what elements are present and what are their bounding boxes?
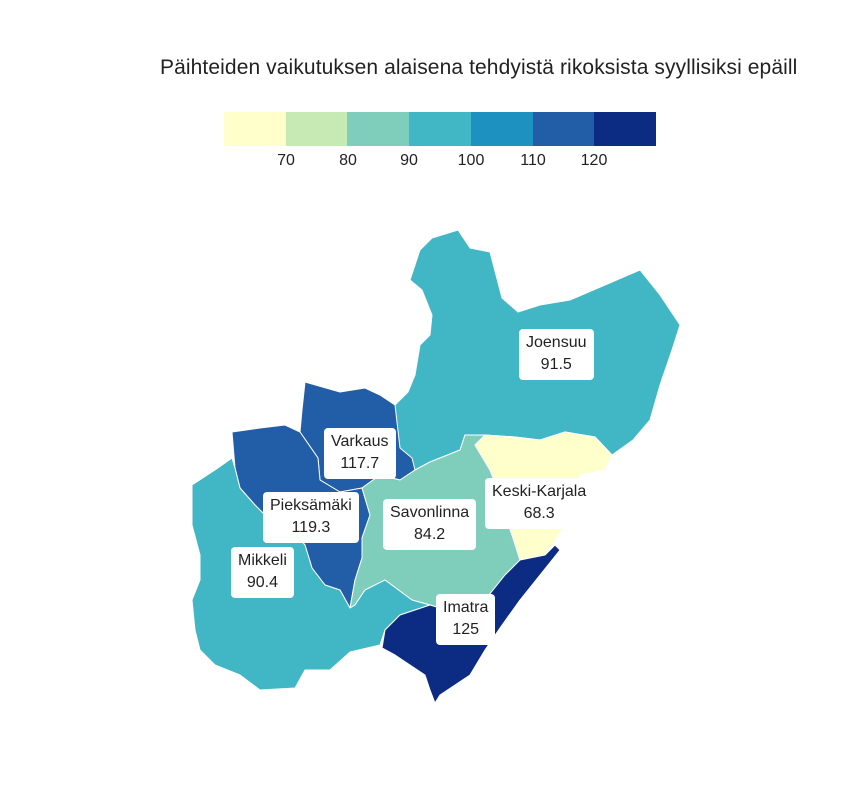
legend-tick: 70 (277, 152, 295, 169)
legend-tick: 120 (580, 152, 608, 169)
color-legend (224, 112, 657, 146)
region-name: Joensuu (526, 334, 587, 351)
region-label-joensuu: Joensuu 91.5 (519, 329, 594, 380)
legend-swatch (285, 112, 348, 146)
region-name: Pieksämäki (270, 497, 352, 514)
region-value: 117.7 (340, 455, 380, 472)
region-label-savonlinna: Savonlinna 84.2 (383, 499, 477, 550)
legend-swatch (470, 112, 533, 146)
region-name: Imatra (443, 599, 489, 616)
legend-tick: 110 (520, 152, 546, 169)
region-value: 90.4 (246, 574, 279, 591)
legend-tick: 90 (400, 152, 418, 169)
legend-tick-labels: 70 80 90 100 110 120 (0, 152, 864, 174)
legend-tick: 100 (457, 152, 485, 169)
region-name: Varkaus (331, 433, 389, 450)
region-label-pieksamaki: Pieksämäki 119.3 (263, 492, 359, 543)
region-name: Keski-Karjala (492, 483, 587, 500)
region-value: 91.5 (540, 356, 572, 373)
legend-swatch (594, 112, 657, 146)
legend-swatch (409, 112, 471, 146)
region-label-mikkeli: Mikkeli 90.4 (231, 547, 294, 598)
region-label-varkaus: Varkaus 117.7 (324, 428, 396, 479)
region-label-keski-karjala: Keski-Karjala 68.3 (485, 478, 594, 529)
region-value: 119.3 (291, 519, 331, 536)
legend-swatch (224, 112, 286, 146)
region-value: 68.3 (523, 505, 555, 522)
legend-swatch (347, 112, 410, 146)
region-value: 84.2 (414, 526, 446, 543)
map-title: Päihteiden vaikutuksen alaisena tehdyist… (160, 56, 798, 79)
region-name: Mikkeli (238, 552, 287, 569)
region-label-imatra: Imatra 125 (436, 594, 496, 645)
region-name: Savonlinna (390, 504, 470, 521)
legend-tick: 80 (339, 152, 357, 169)
region-value: 125 (452, 621, 480, 638)
legend-swatch (532, 112, 595, 146)
